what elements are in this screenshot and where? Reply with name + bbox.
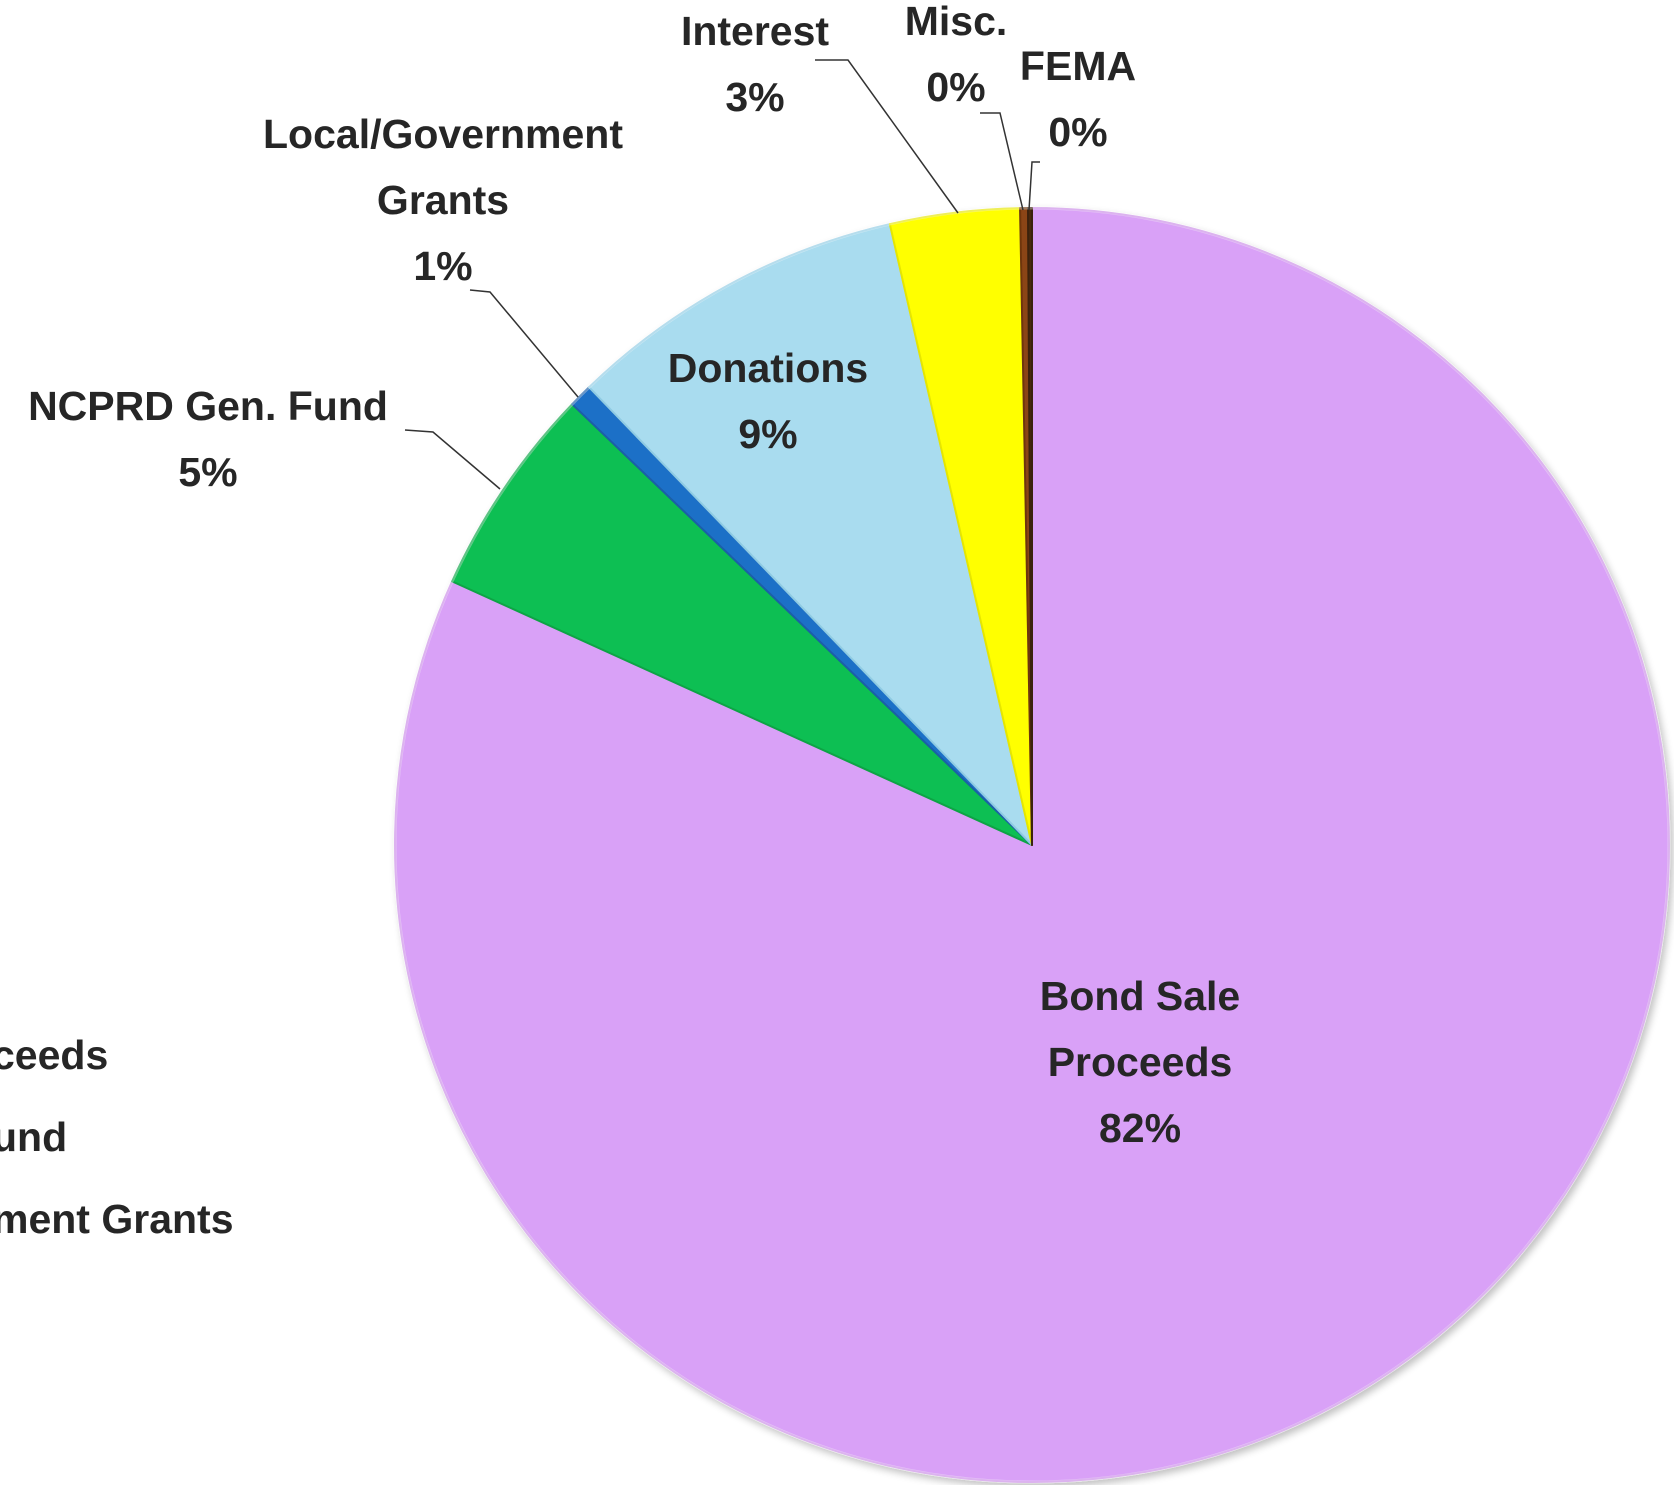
leader-line (469, 289, 579, 398)
slice-percent-label: 1% (413, 243, 472, 289)
slice-category-label: Misc. (905, 0, 1008, 44)
legend-entry: ceeds (0, 1032, 108, 1078)
slice-category-label: Bond Sale (1040, 973, 1240, 1019)
slice-percent-label: 9% (738, 411, 797, 457)
slice-category-label: Donations (668, 345, 868, 391)
leader-line (404, 429, 501, 490)
slice-category-label: FEMA (1020, 43, 1136, 89)
legend-entry: ment Grants (0, 1196, 234, 1242)
slice-category-label: Proceeds (1048, 1039, 1233, 1085)
legend-entry: und (0, 1114, 67, 1160)
slice-percent-label: 82% (1099, 1105, 1181, 1151)
leader-line (1028, 161, 1040, 211)
leader-line (980, 112, 1024, 211)
slice-percent-label: 0% (1048, 109, 1107, 155)
slice-category-label: Local/Government (263, 111, 623, 157)
slice-percent-label: 5% (178, 449, 237, 495)
slice-category-label: Grants (377, 177, 509, 223)
slice-percent-label: 3% (725, 74, 784, 120)
leader-line (815, 59, 959, 214)
slice-category-label: NCPRD Gen. Fund (28, 383, 388, 429)
pie-rim (393, 206, 1671, 1484)
slice-category-label: Interest (681, 8, 829, 54)
slice-percent-label: 0% (926, 64, 985, 110)
